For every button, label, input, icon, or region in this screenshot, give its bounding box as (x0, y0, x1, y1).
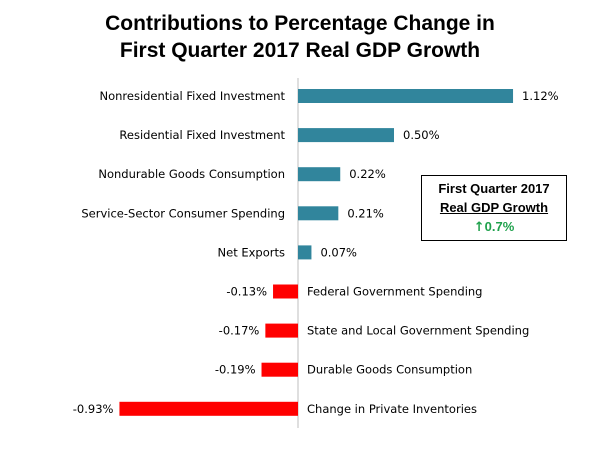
value-label-3: 0.21% (347, 206, 384, 220)
value-label-5: -0.13% (226, 285, 267, 299)
value-label-1: 0.50% (403, 128, 440, 142)
summary-growth: ↑0.7% (422, 217, 566, 237)
chart-title-line1: Contributions to Percentage Change in (105, 12, 495, 35)
value-label-8: -0.93% (73, 402, 114, 416)
growth-value: 0.7% (484, 219, 515, 234)
category-label-8: Change in Private Inventories (307, 402, 477, 416)
category-label-4: Net Exports (218, 245, 285, 259)
category-label-3: Service-Sector Consumer Spending (81, 206, 285, 220)
bar-6 (265, 323, 298, 338)
chart-title-line2: First Quarter 2017 Real GDP Growth (119, 39, 481, 62)
summary-line2: Real GDP Growth (439, 200, 549, 215)
bar-4 (298, 245, 312, 260)
chart-title: Contributions to Percentage Change in Fi… (0, 10, 600, 64)
category-label-2: Nondurable Goods Consumption (98, 167, 285, 181)
category-label-5: Federal Government Spending (307, 285, 482, 299)
category-label-6: State and Local Government Spending (307, 324, 529, 338)
category-label-1: Residential Fixed Investment (119, 128, 285, 142)
bar-2 (298, 167, 341, 182)
gdp-growth-summary-box: First Quarter 2017 Real GDP Growth ↑0.7% (421, 175, 567, 241)
category-label-7: Durable Goods Consumption (307, 363, 472, 377)
bar-0 (298, 89, 514, 103)
bar-5 (273, 284, 298, 299)
value-label-7: -0.19% (215, 363, 256, 377)
value-label-4: 0.07% (320, 245, 357, 259)
up-arrow-icon: ↑ (473, 220, 485, 235)
bar-8 (119, 401, 298, 416)
summary-line1: First Quarter 2017 (438, 181, 550, 196)
bar-1 (298, 128, 394, 143)
category-label-0: Nonresidential Fixed Investment (99, 89, 285, 103)
value-label-0: 1.12% (522, 89, 559, 103)
value-label-2: 0.22% (349, 167, 386, 181)
bar-7 (261, 362, 298, 377)
bar-3 (298, 206, 339, 221)
value-label-6: -0.17% (219, 324, 260, 338)
